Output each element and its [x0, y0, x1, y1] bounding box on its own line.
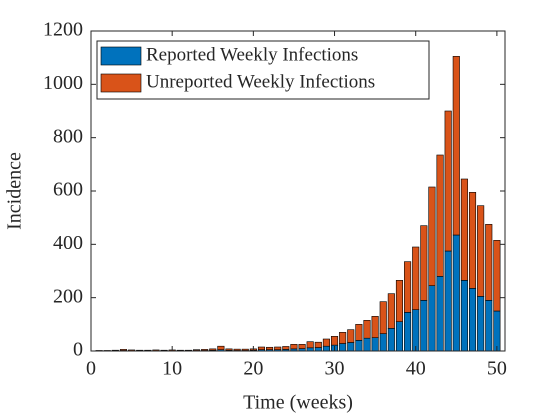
bar	[485, 300, 493, 352]
bar	[395, 321, 404, 352]
bar	[460, 178, 468, 281]
bar	[452, 234, 460, 352]
y-tick-label: 0	[73, 339, 83, 361]
bar	[314, 341, 322, 348]
bar	[436, 276, 444, 352]
bar	[306, 341, 314, 349]
bar	[404, 312, 412, 352]
x-tick-label: 0	[86, 358, 96, 380]
bar	[379, 333, 387, 352]
bar	[233, 348, 241, 351]
x-tick-label: 10	[162, 358, 182, 380]
bar	[404, 261, 412, 313]
bar	[257, 346, 266, 350]
bar	[412, 309, 420, 352]
y-tick-label: 1000	[43, 72, 83, 94]
bar	[485, 224, 493, 301]
bar	[493, 310, 501, 352]
bar	[355, 324, 363, 341]
bar	[314, 347, 322, 352]
y-axis-label: Incidence	[4, 152, 26, 230]
y-tick-label: 1200	[43, 19, 83, 41]
bar	[387, 328, 395, 352]
legend-box	[96, 40, 430, 100]
bar	[339, 343, 347, 352]
bar	[371, 337, 379, 352]
y-tick-label: 600	[53, 179, 83, 201]
bar	[460, 280, 468, 352]
bar	[444, 250, 452, 352]
bar	[387, 293, 395, 329]
y-tick-label: 400	[53, 232, 83, 254]
legend-swatch	[100, 46, 142, 66]
bar	[119, 349, 128, 351]
bar	[347, 329, 355, 343]
bar	[428, 186, 436, 286]
bar	[322, 345, 330, 352]
legend-label: Unreported Weekly Infections	[146, 71, 375, 92]
bar	[217, 345, 225, 350]
bar	[428, 285, 436, 352]
bar	[266, 346, 274, 350]
bar	[241, 348, 249, 351]
bar	[493, 240, 501, 312]
y-tick-label: 200	[53, 285, 83, 307]
bar	[363, 337, 371, 352]
bar	[290, 344, 298, 350]
plot-frame	[90, 30, 506, 352]
bar	[468, 192, 477, 289]
bar	[436, 154, 444, 277]
bar	[209, 348, 217, 351]
bar	[477, 296, 485, 352]
x-axis-label: Time (weeks)	[243, 392, 353, 414]
bar	[452, 56, 460, 236]
bar	[339, 332, 347, 344]
bar	[371, 316, 379, 338]
bar	[274, 346, 282, 350]
legend-swatch	[100, 73, 142, 93]
x-tick-label: 30	[325, 358, 345, 380]
bar	[192, 349, 201, 351]
bar	[468, 288, 477, 352]
bar	[322, 338, 330, 347]
x-tick-label: 50	[487, 358, 507, 380]
bar	[363, 320, 371, 339]
bar	[225, 348, 233, 351]
bar	[355, 340, 363, 352]
bar	[282, 346, 290, 350]
x-tick-label: 20	[243, 358, 263, 380]
x-tick-label: 40	[406, 358, 426, 380]
bar	[347, 342, 355, 352]
bar	[298, 344, 306, 349]
bar	[412, 246, 420, 310]
bar	[201, 349, 209, 351]
legend: Reported Weekly Infections Unreported Wee…	[96, 40, 430, 100]
y-tick-label: 800	[53, 125, 83, 147]
bar	[379, 301, 387, 334]
legend-label: Reported Weekly Infections	[146, 44, 358, 65]
bar	[420, 300, 428, 352]
bar	[420, 225, 428, 301]
bar	[395, 280, 404, 322]
bar	[444, 110, 452, 252]
bar	[477, 205, 485, 297]
bar	[330, 336, 339, 346]
